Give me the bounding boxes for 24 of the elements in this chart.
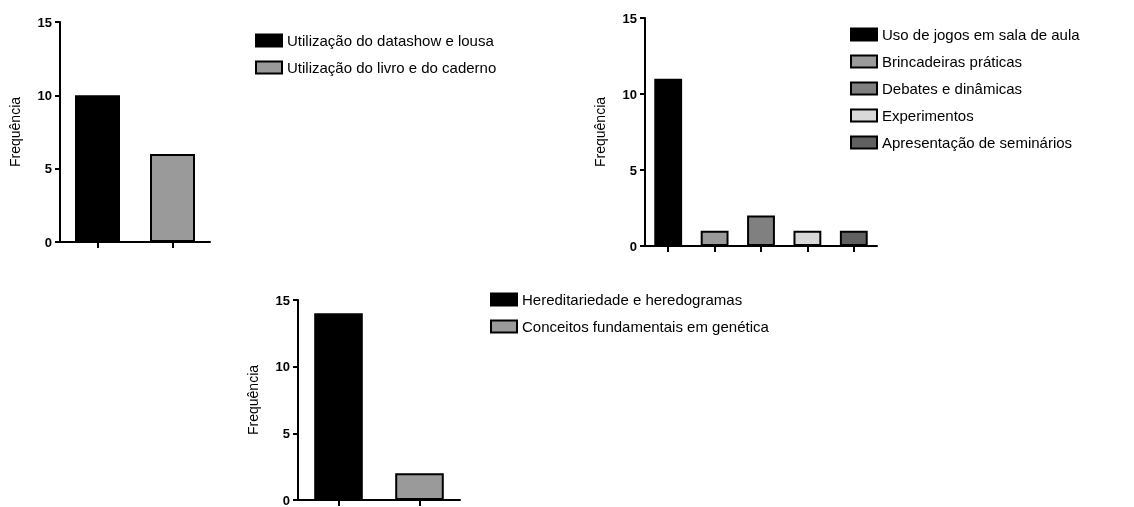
y-tick-label: 5 [282,425,290,441]
y-axis-title: Frequência [592,96,608,168]
legend-label: Debates e dinâmicas [882,80,1023,97]
y-tick-label: 10 [275,359,290,375]
y-axis-title: Frequência [245,364,261,436]
y-tick-label: 15 [37,14,52,30]
legend-label: Utilização do datashow e lousa [287,32,495,49]
y-axis-title: Frequência [7,96,23,168]
y-tick-label: 15 [622,10,637,26]
y-tick-label: 0 [282,492,290,507]
legend-label: Experimentos [882,107,974,124]
legend-label: Brincadeiras práticas [882,53,1023,70]
y-tick-label: 15 [275,292,290,308]
y-tick-label: 5 [44,161,52,177]
y-tick-label: 5 [629,162,637,178]
legend-label: Utilização do livro e do caderno [287,59,497,76]
y-tick-label: 0 [629,238,637,254]
legend-label: Uso de jogos em sala de aula [882,26,1081,43]
y-tick-label: 10 [622,86,637,102]
legend-label: Apresentação de seminários [882,134,1073,151]
y-tick-label: 0 [44,234,52,250]
y-tick-label: 10 [37,87,52,103]
legend-label: Conceitos fundamentais em genética [522,318,770,335]
legend-label: Hereditariedade e heredogramas [522,291,743,308]
